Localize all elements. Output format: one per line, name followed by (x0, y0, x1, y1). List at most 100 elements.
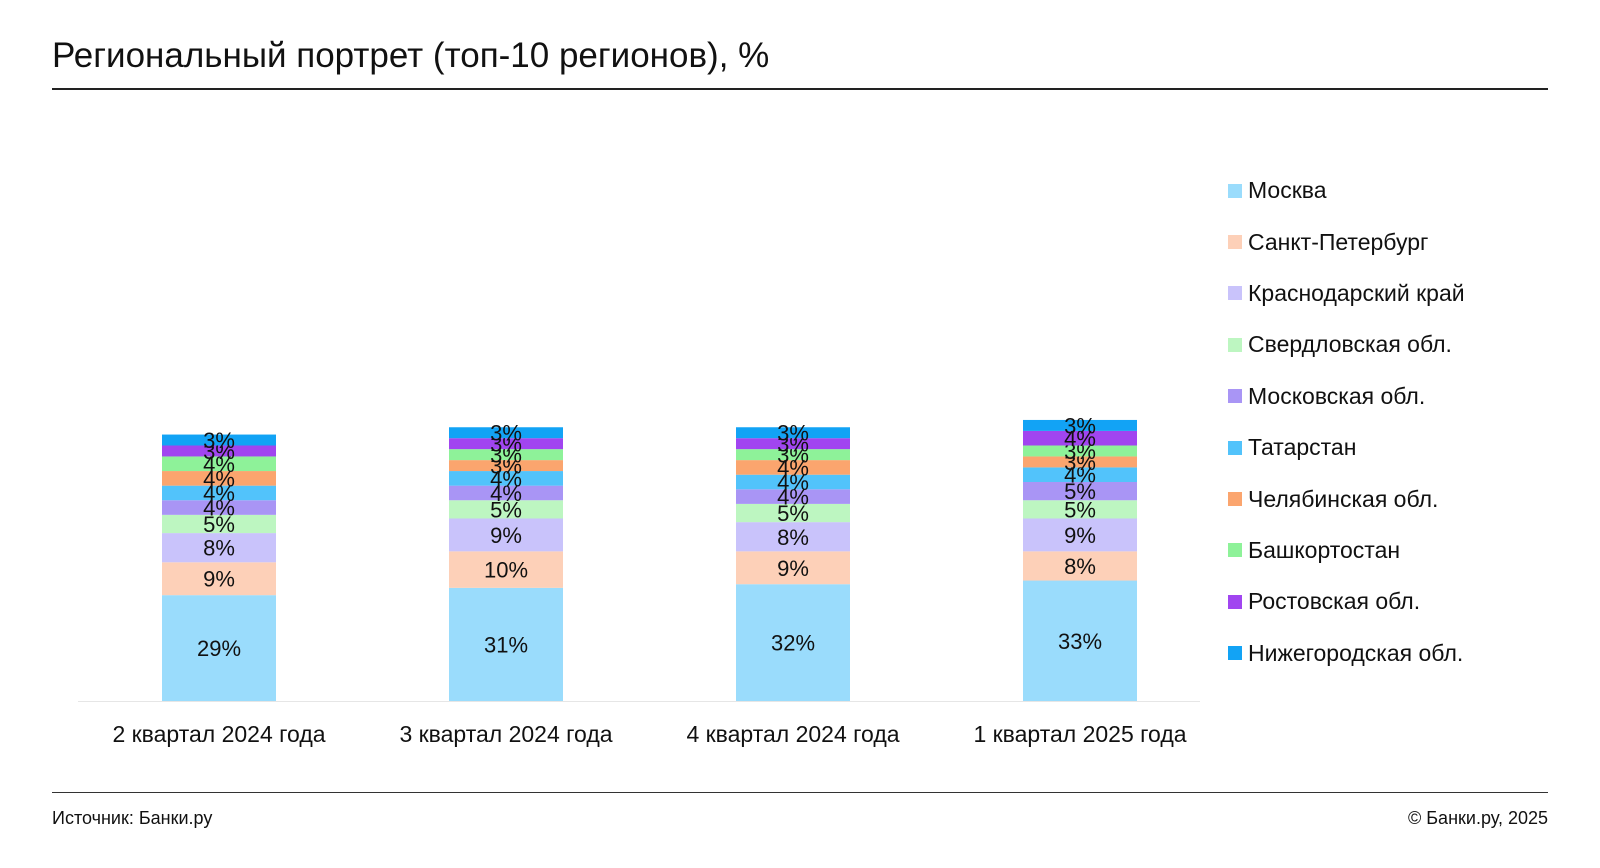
legend-item: Санкт-Петербург (1228, 216, 1465, 267)
x-tick-label: 2 квартал 2024 года (112, 721, 325, 747)
bar-segment (736, 460, 850, 475)
bar-segment (1023, 445, 1137, 457)
bar-segment (449, 500, 563, 519)
legend-label: Татарстан (1248, 434, 1357, 461)
bar-segment (736, 503, 850, 523)
legend-swatch (1228, 543, 1242, 558)
legend-swatch (1228, 183, 1242, 198)
bar-segment (162, 456, 276, 472)
bar-segment (1023, 580, 1137, 701)
data-label: 8% (1064, 554, 1096, 579)
bar-segment (1023, 456, 1137, 468)
bar-segment (449, 587, 563, 701)
x-tick-label: 4 квартал 2024 года (686, 721, 899, 747)
x-tick-label: 3 квартал 2024 года (399, 721, 612, 747)
bar-segment (449, 449, 563, 461)
legend-item: Челябинская обл. (1228, 473, 1465, 524)
bar-segment (449, 471, 563, 486)
data-label: 5% (1064, 479, 1096, 504)
legend-swatch (1228, 337, 1242, 352)
bar-segment (449, 485, 563, 501)
bar-segment (162, 471, 276, 486)
bar-segment (162, 485, 276, 501)
data-label: 9% (490, 523, 522, 548)
legend-item: Башкортостан (1228, 525, 1465, 576)
legend-label: Нижегородская обл. (1248, 639, 1464, 666)
bar-segment (162, 514, 276, 534)
copyright-note: © Банки.ру, 2025 (1407, 808, 1548, 828)
data-label: 9% (203, 567, 235, 592)
bar-segment (162, 562, 276, 596)
chart-title: Региональный портрет (топ-10 регионов), … (52, 36, 770, 75)
bar-segment (1023, 551, 1137, 581)
bar-segment (449, 427, 563, 439)
bar-segment (162, 434, 276, 446)
bar-segment (1023, 430, 1137, 446)
stacked-bar-chart: 29%9%8%5%4%4%4%4%3%3%2 квартал 2024 года… (78, 413, 1200, 747)
data-label: 5% (777, 501, 809, 526)
bar-segment (162, 595, 276, 701)
legend-item: Татарстан (1228, 422, 1465, 473)
bar-segment (449, 551, 563, 588)
data-label: 3% (777, 421, 809, 446)
bar-segment (736, 551, 850, 585)
legend-label: Челябинская обл. (1248, 485, 1439, 512)
legend-label: Башкортостан (1248, 536, 1401, 563)
legend-label: Ростовская обл. (1248, 588, 1421, 615)
bar-segment (736, 584, 850, 701)
legend-label: Краснодарский край (1248, 279, 1465, 306)
bar-segment (1023, 419, 1137, 431)
bar-segment (162, 500, 276, 515)
bar-segment (1023, 500, 1137, 519)
legend-item: Краснодарский край (1228, 268, 1465, 319)
legend-swatch (1228, 389, 1242, 404)
bar-segment (736, 474, 850, 490)
data-label: 5% (203, 512, 235, 537)
data-label: 9% (1064, 523, 1096, 548)
legend-item: Москва (1228, 165, 1465, 216)
legend-item: Московская обл. (1228, 371, 1465, 422)
data-label: 3% (490, 421, 522, 446)
bar-segment (449, 438, 563, 450)
legend-swatch (1228, 235, 1242, 250)
title-divider (52, 88, 1548, 90)
footer-divider (52, 792, 1548, 793)
legend-item: Ростовская обл. (1228, 576, 1465, 627)
legend-item: Нижегородская обл. (1228, 628, 1465, 679)
data-label: 8% (203, 536, 235, 561)
bar-segment (736, 427, 850, 439)
chart-legend: Москва Санкт-Петербург Краснодарский край С… (1228, 165, 1465, 679)
bar-segment (449, 460, 563, 472)
bar-segment (736, 489, 850, 504)
data-label: 5% (490, 497, 522, 522)
legend-swatch (1228, 440, 1242, 455)
data-label: 32% (771, 631, 815, 656)
bar-segment (736, 449, 850, 461)
legend-item: Свердловская обл. (1228, 319, 1465, 370)
data-label: 8% (777, 525, 809, 550)
bar-segment (736, 438, 850, 450)
x-tick-label: 1 квартал 2025 года (973, 721, 1186, 747)
bar-segment (1023, 467, 1137, 482)
data-label: 10% (484, 558, 528, 583)
legend-swatch (1228, 646, 1242, 661)
bar-segment (162, 533, 276, 563)
legend-swatch (1228, 492, 1242, 507)
data-label: 33% (1058, 629, 1102, 654)
legend-swatch (1228, 594, 1242, 609)
data-label: 31% (484, 632, 528, 657)
data-label: 9% (777, 556, 809, 581)
data-label: 5% (1064, 497, 1096, 522)
legend-label: Санкт-Петербург (1248, 228, 1429, 255)
legend-label: Москва (1248, 177, 1327, 204)
bar-segment (162, 445, 276, 457)
data-label: 3% (1064, 413, 1096, 438)
data-label: 29% (197, 636, 241, 661)
bar-segment (1023, 518, 1137, 552)
data-label: 3% (203, 428, 235, 453)
source-note: Источник: Банки.ру (52, 808, 213, 828)
bar-segment (1023, 482, 1137, 501)
legend-label: Свердловская обл. (1248, 331, 1452, 358)
bar-segment (736, 522, 850, 552)
bar-segment (449, 518, 563, 552)
